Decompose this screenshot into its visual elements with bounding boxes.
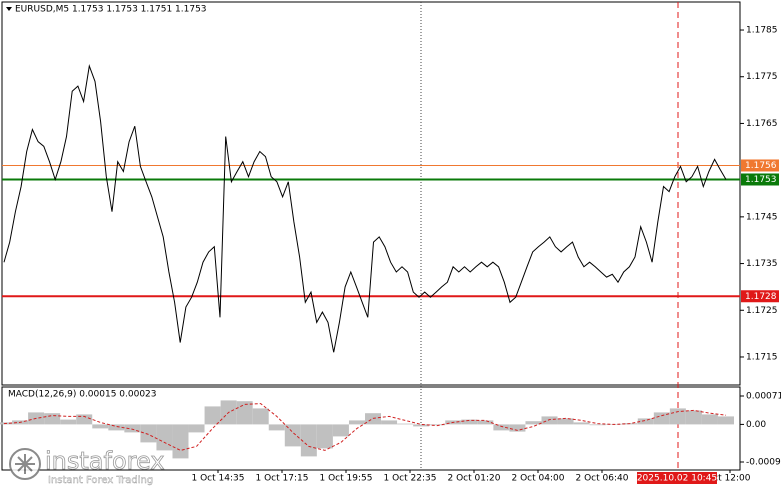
y-tick-label: 1.1715 [746,352,778,362]
y-tick-label: -0.00094 [746,458,781,468]
macd-bar [204,406,221,425]
macd-bar [541,416,558,425]
macd-bar [685,410,702,425]
macd-bar [365,413,382,425]
x-tick-label: 2 Oct 04:00 [512,474,565,484]
macd-bar [718,416,734,425]
macd-bar [316,424,333,449]
level-label: 1.1728 [745,292,777,302]
x-tick-label: 2 Oct 12:00 [698,474,751,484]
cursor-label: 2025.10.02 10:45 [637,474,717,484]
x-tick-label: 1 Oct 17:15 [256,474,309,484]
macd-bar [44,413,61,425]
macd-bar [236,401,253,425]
y-tick-label: 1.1735 [746,259,778,269]
macd-bar [188,424,205,433]
macd-bar [573,422,590,425]
main-panel [1,1,741,386]
macd-bar [332,424,349,437]
macd-bar [252,408,269,425]
macd-bar [557,418,574,425]
watermark-brand: instaforex [45,447,165,475]
macd-bar [381,420,398,425]
macd-bar [509,424,526,432]
level-label-bg [741,290,779,303]
macd-bar [140,424,157,443]
level-label: 1.1753 [745,175,777,185]
chart-title: EURUSD,M5 1.1753 1.1753 1.1751 1.1753 [15,5,207,15]
macd-bar [60,419,77,425]
level-label: 1.1756 [745,161,777,171]
macd-bar [124,424,141,433]
macd-bar [493,424,510,431]
y-tick-label: 0.00 [746,420,766,430]
watermark-logo-mark [15,454,35,474]
watermark: instaforex Instant Forex Trading [9,447,165,486]
macd-bar [76,414,93,425]
macd-bar [172,424,189,459]
cursor-label-bg [637,472,717,484]
macd-bar [108,424,125,431]
macd-bar [477,420,494,425]
signal-line [3,403,727,451]
y-tick-label: 0.00071 [746,392,781,402]
macd-bar [300,424,317,457]
x-tick-label: 1 Oct 14:35 [192,474,245,484]
macd-bar [653,412,670,425]
macd-title: MACD(12,26,9) 0.00015 0.00023 [8,390,157,400]
macd-bar [268,424,285,431]
x-tick-label: 1 Oct 19:55 [320,474,373,484]
plot-layer: 1.1756 1.1753 1.1728 1 Oct 14:35 1 Oct 17:15… [0,26,781,484]
macd-bar [348,420,365,425]
macd-bar [637,418,654,425]
macd-bar [525,421,542,425]
macd-bar [461,419,478,425]
watermark-tagline: Instant Forex Trading [48,475,153,486]
level-label-bg [741,159,779,172]
title-icon [6,7,12,11]
macd-bar [397,423,414,425]
x-tick-label: 2 Oct 06:40 [576,474,629,484]
macd-bar [413,424,430,427]
macd-bar [589,424,606,426]
macd-bar [284,424,301,447]
price-line [3,64,727,353]
x-tick-label: 2 Oct 01:20 [448,474,501,484]
y-tick-label: 1.1765 [746,119,778,129]
y-tick-label: 1.1745 [746,212,778,222]
y-tick-label: 1.1725 [746,306,778,316]
x-tick-label: 1 Oct 22:35 [384,474,437,484]
level-label-bg [741,173,779,186]
y-tick-label: 1.1775 [746,72,778,82]
y-tick-label: 1.1785 [746,26,778,36]
macd-bar [429,424,446,426]
macd-bar [92,424,109,429]
macd-bar [701,414,718,425]
macd-panel [1,386,741,471]
